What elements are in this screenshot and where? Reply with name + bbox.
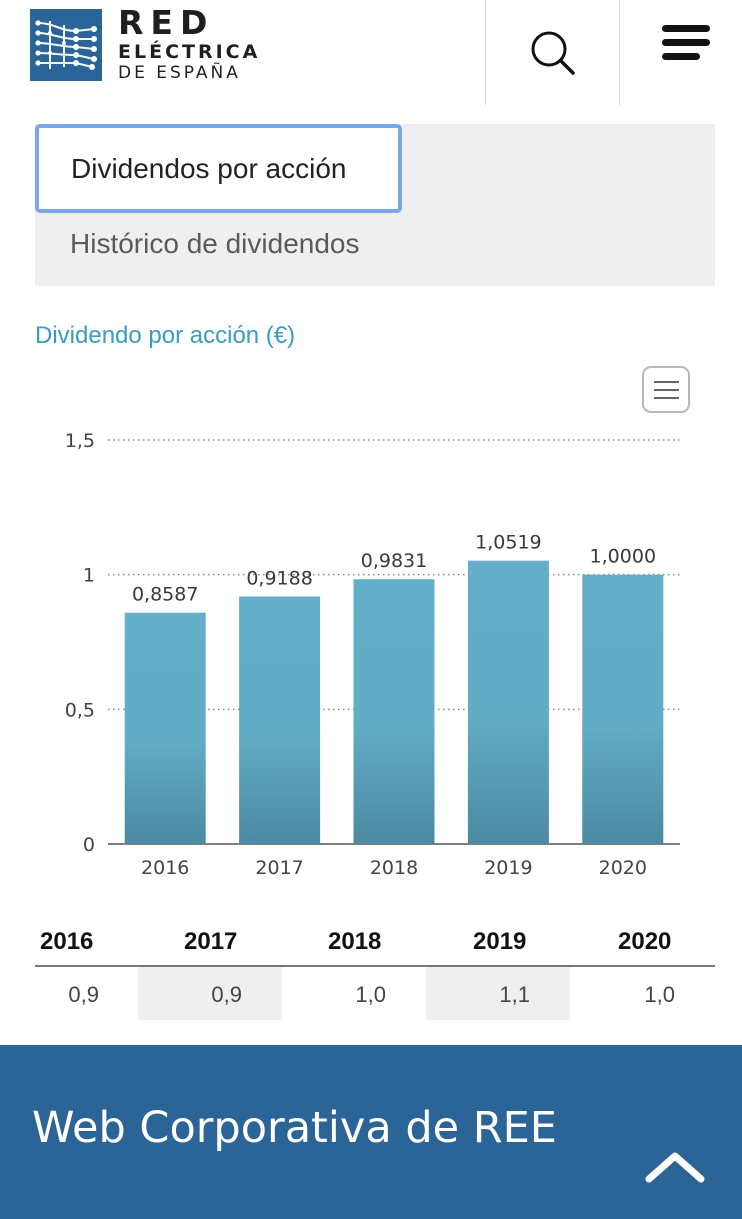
x-tick-label: 2017 [255, 857, 303, 879]
table-header-cell: 2018 [328, 928, 382, 955]
table-cell: 1,0 [355, 982, 386, 1007]
table-header-cell: 2016 [40, 928, 94, 955]
site-header: RED ELÉCTRICA DE ESPAÑA [0, 0, 742, 105]
table-header-cell: 2017 [184, 928, 238, 955]
y-tick-label: 0 [83, 834, 95, 856]
scroll-to-top-button[interactable] [644, 1150, 706, 1189]
x-tick-label: 2016 [141, 857, 189, 879]
dividend-bar-chart: 0 0,5 1 1,5 0,8587 2016 0,9188 2017 0,9831 2018 1,… [65, 430, 680, 879]
footer-title-link[interactable]: Web Corporativa de REE [32, 1103, 557, 1153]
section-tabs: Dividendos por acción Histórico de divid… [35, 124, 715, 286]
y-tick-label: 0,5 [65, 699, 95, 721]
hamburger-menu-icon [662, 25, 710, 32]
logo-wordmark[interactable]: RED ELÉCTRICA DE ESPAÑA [118, 3, 261, 84]
tab-historico-de-dividendos[interactable]: Histórico de dividendos [70, 228, 360, 259]
table-cell: 0,9 [138, 967, 282, 1020]
hamburger-menu-icon-bar [662, 53, 700, 60]
bar-2018[interactable] [353, 579, 435, 844]
chart-context-menu-icon-bar [654, 397, 679, 399]
data-label: 0,9188 [246, 568, 312, 590]
table-cell: 0,9 [68, 982, 99, 1007]
x-tick-label: 2020 [599, 857, 647, 879]
chart-title: Dividendo por acción (€) [35, 322, 296, 349]
header-divider [619, 0, 620, 105]
chevron-up-icon [645, 1152, 705, 1183]
header-divider [485, 0, 486, 105]
logo-line-espana: DE ESPAÑA [118, 63, 241, 83]
table-header-row: 2016 2017 2018 2019 2020 [35, 922, 715, 967]
data-label: 0,9831 [361, 550, 427, 572]
y-tick-label: 1,5 [65, 430, 95, 452]
logo-network-graphic [35, 20, 97, 70]
site-footer: Web Corporativa de REE [0, 1045, 742, 1219]
table-header-cell: 2020 [618, 928, 672, 955]
chart-context-menu-icon-bar [654, 389, 679, 391]
data-label: 0,8587 [132, 584, 198, 606]
logo-line-electrica: ELÉCTRICA [118, 41, 261, 63]
ree-logo-icon[interactable] [30, 9, 102, 81]
search-icon [531, 31, 575, 75]
table-cell: 1,1 [426, 967, 570, 1020]
chart-menu-button[interactable] [642, 366, 690, 413]
tab-dividendos-por-accion[interactable]: Dividendos por acción [35, 124, 402, 213]
table-header-cell: 2019 [473, 928, 527, 955]
table-row: 0,9 0,9 1,0 1,1 1,0 [35, 967, 715, 1020]
search-button[interactable] [486, 0, 619, 105]
logo-line-red: RED [118, 3, 215, 42]
menu-button[interactable] [620, 0, 742, 105]
bar-2020[interactable] [582, 574, 664, 844]
dividend-table: 2016 2017 2018 2019 2020 0,9 0,9 1,0 1,1… [35, 922, 715, 1020]
chart-context-menu-icon [654, 381, 679, 383]
data-label: 1,0519 [475, 532, 541, 554]
x-tick-label: 2019 [484, 857, 532, 879]
data-label: 1,0000 [590, 546, 656, 568]
bar-2019[interactable] [467, 560, 549, 844]
bar-2016[interactable] [124, 612, 206, 844]
y-tick-label: 1 [83, 565, 95, 587]
table-cell: 1,0 [644, 982, 675, 1007]
x-tick-label: 2018 [370, 857, 418, 879]
hamburger-menu-icon-bar [662, 39, 710, 46]
bar-2017[interactable] [239, 596, 321, 844]
